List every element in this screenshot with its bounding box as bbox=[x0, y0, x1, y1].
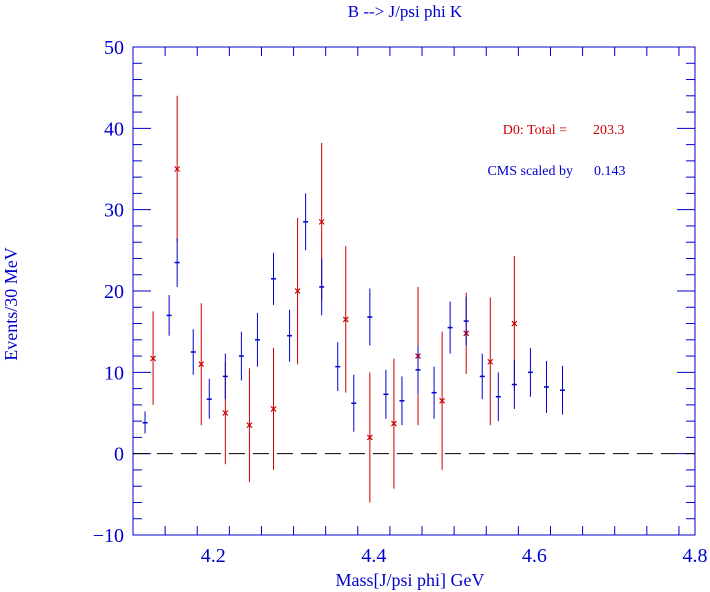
y-tick-label: 20 bbox=[104, 281, 124, 303]
y-tick-label: 50 bbox=[104, 37, 124, 59]
annotation-cms-label: CMS scaled by bbox=[487, 164, 573, 179]
d0-data-point bbox=[342, 316, 349, 323]
x-tick-label: 4.6 bbox=[522, 545, 547, 567]
annotation-cms-value: 0.143 bbox=[594, 164, 626, 179]
y-tick-label: 10 bbox=[104, 362, 124, 384]
x-tick-label: 4.2 bbox=[201, 545, 226, 567]
x-tick-label: 4.4 bbox=[361, 545, 386, 567]
d0-data-point bbox=[174, 166, 181, 172]
x-tick-label: 4.8 bbox=[683, 545, 708, 567]
plot-frame bbox=[132, 46, 696, 536]
x-axis-label: Mass[J/psi phi] GeV bbox=[336, 570, 485, 590]
series-d0 bbox=[150, 95, 518, 503]
y-axis-label: Events/30 MeV bbox=[1, 247, 21, 360]
d0-data-point bbox=[487, 358, 494, 365]
axis-ticks bbox=[132, 46, 695, 536]
d0-data-point bbox=[246, 422, 253, 429]
d0-data-point bbox=[294, 288, 301, 294]
y-tick-label: −10 bbox=[93, 525, 124, 547]
y-tick-label: 30 bbox=[104, 200, 124, 222]
d0-data-point bbox=[511, 320, 518, 327]
tick-labels: 4.2 4.4 4.6 4.8 −10 0 10 20 30 40 50 bbox=[93, 37, 708, 567]
annotation-d0-value: 203.3 bbox=[593, 123, 625, 138]
d0-data-point bbox=[270, 406, 277, 412]
d0-data-point bbox=[150, 355, 156, 362]
d0-data-point bbox=[439, 397, 446, 404]
d0-data-point bbox=[198, 361, 205, 368]
d0-data-point bbox=[366, 434, 373, 441]
annotation-d0-label: D0: Total = bbox=[503, 123, 567, 138]
d0-data-point bbox=[222, 410, 229, 416]
d0-data-point bbox=[391, 420, 397, 427]
y-tick-label: 40 bbox=[104, 118, 124, 140]
chart-title: B --> J/psi phi K bbox=[348, 2, 463, 21]
y-tick-label: 0 bbox=[114, 444, 124, 466]
d0-data-point bbox=[318, 218, 325, 225]
series-cms bbox=[142, 193, 566, 434]
